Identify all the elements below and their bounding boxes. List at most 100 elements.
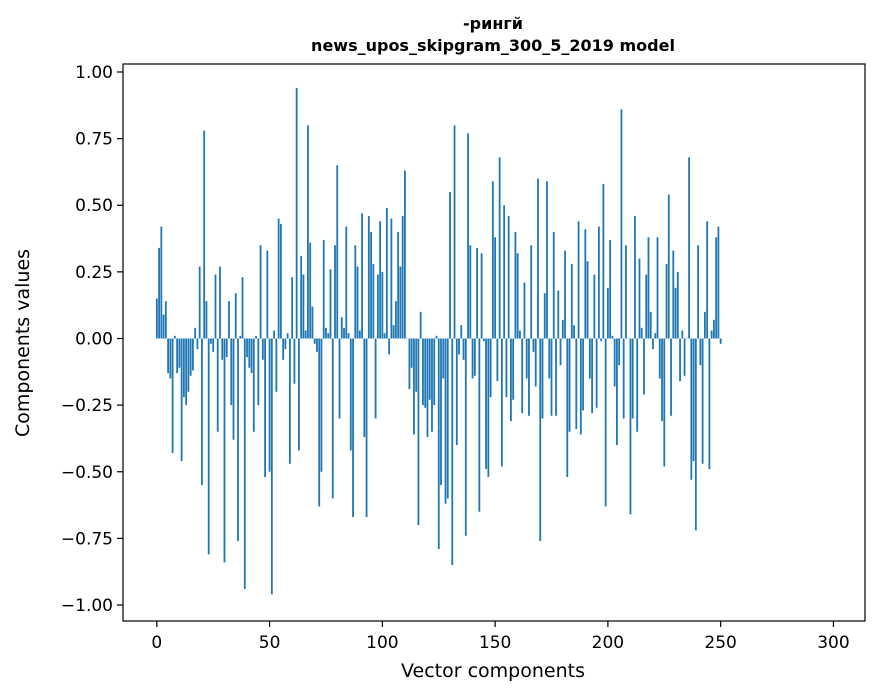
bar — [268, 338, 271, 472]
bar — [451, 338, 454, 566]
bar — [376, 274, 379, 339]
bar — [422, 338, 424, 406]
bar — [435, 335, 438, 339]
bar — [180, 338, 183, 462]
bar — [446, 338, 449, 499]
bar — [270, 338, 273, 595]
bar — [480, 253, 483, 339]
bar — [178, 338, 181, 368]
bars-group — [155, 87, 722, 595]
bar — [343, 327, 345, 339]
bar — [712, 319, 715, 339]
bar — [485, 338, 488, 470]
bar — [241, 277, 244, 339]
bar — [275, 338, 278, 392]
y-tick-label: 0.25 — [75, 263, 113, 283]
bar — [334, 245, 336, 339]
bar — [246, 338, 248, 358]
bar — [223, 338, 226, 563]
y-tick-label: 0.00 — [75, 330, 113, 350]
bar — [577, 221, 580, 339]
bar — [460, 325, 463, 339]
bar — [715, 237, 718, 339]
bar — [503, 205, 506, 339]
bar — [523, 282, 526, 339]
bar — [476, 247, 478, 339]
bar — [618, 338, 621, 366]
bar — [345, 226, 348, 339]
bar — [631, 338, 634, 419]
bar — [293, 338, 296, 384]
bar — [189, 338, 192, 376]
bar — [579, 338, 582, 435]
bar — [214, 274, 217, 339]
bar — [530, 245, 533, 339]
bar — [279, 223, 282, 339]
bar — [464, 338, 467, 536]
bar — [694, 338, 697, 531]
bar — [216, 338, 219, 432]
bar — [379, 221, 382, 339]
bar — [266, 250, 269, 339]
bar — [162, 314, 165, 339]
bar — [431, 338, 433, 432]
bar — [187, 338, 190, 392]
bar — [679, 338, 681, 382]
bar — [182, 338, 185, 398]
bar — [697, 245, 700, 339]
bar — [510, 338, 512, 422]
bar — [573, 325, 575, 339]
bar — [261, 338, 264, 360]
bar — [649, 311, 652, 339]
bar — [719, 338, 722, 344]
bar — [670, 338, 672, 416]
chart-title-line1: -рингй — [463, 14, 523, 33]
bar — [507, 215, 510, 339]
bar — [555, 338, 557, 416]
bar — [636, 338, 639, 432]
bar — [194, 327, 197, 339]
bar — [367, 215, 370, 339]
bar — [381, 271, 384, 339]
bar — [230, 338, 233, 406]
bar — [582, 338, 584, 411]
bar — [681, 330, 684, 339]
bar — [674, 287, 677, 339]
bar — [390, 218, 393, 339]
bar — [699, 338, 702, 366]
bar — [392, 325, 395, 339]
bar — [340, 317, 343, 339]
bar — [318, 338, 321, 507]
bar — [550, 338, 553, 416]
bar — [237, 338, 239, 542]
bar — [672, 250, 675, 339]
bar — [494, 237, 497, 339]
bar — [173, 335, 176, 339]
bar — [514, 231, 517, 339]
x-tick-label: 250 — [704, 633, 736, 653]
y-axis-ticks: 1.00 0.75 0.50 0.25 0.00 −0.25 −0.50 −0.75 −1.00 — [61, 63, 123, 616]
bar — [358, 330, 361, 339]
bar — [634, 215, 636, 339]
bar — [388, 338, 391, 355]
bar — [620, 109, 623, 339]
bar — [325, 327, 327, 339]
x-tick-label: 150 — [479, 633, 511, 653]
bar — [196, 338, 199, 350]
bar — [652, 338, 654, 350]
bar — [298, 338, 300, 451]
bar — [176, 338, 179, 374]
bar — [428, 338, 431, 400]
bar — [255, 335, 257, 339]
bar — [155, 298, 158, 339]
bar — [250, 338, 253, 374]
bar — [532, 338, 535, 352]
bar — [471, 338, 474, 379]
bar — [559, 338, 562, 366]
y-axis-label: Components values — [12, 249, 34, 437]
bar — [225, 338, 228, 358]
bar — [663, 338, 666, 467]
bar — [169, 338, 172, 379]
bar — [440, 338, 442, 486]
